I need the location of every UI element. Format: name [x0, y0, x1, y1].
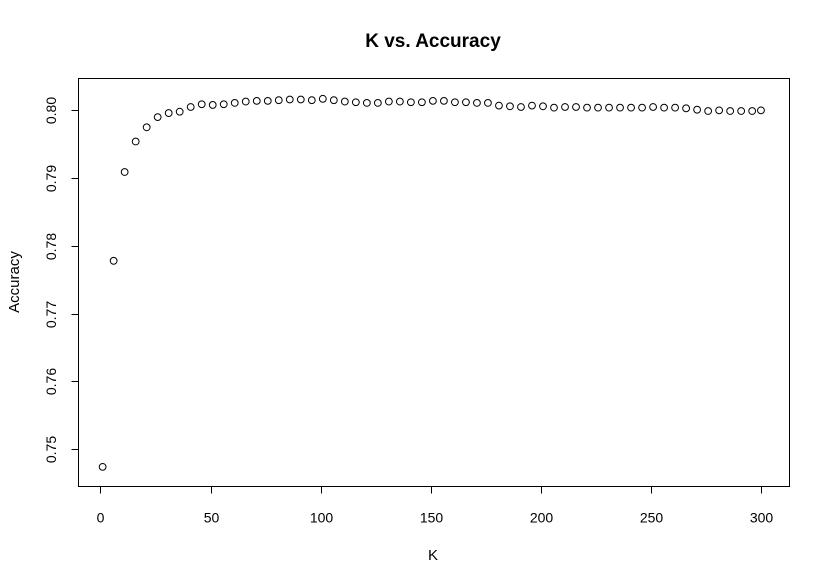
data-point — [362, 99, 371, 107]
y-axis: 0.75 0.76 0.77 0.78 0.79 0.80 — [43, 97, 79, 463]
data-point — [704, 107, 713, 115]
data-point — [748, 107, 757, 115]
data-point — [671, 103, 679, 112]
data-point — [649, 103, 657, 111]
data-point — [153, 113, 162, 122]
data-point — [318, 94, 327, 103]
x-tick-label: 250 — [640, 510, 664, 526]
data-point — [274, 96, 283, 105]
x-axis: 0 50 100 150 200 250 300 — [97, 486, 774, 526]
data-point — [451, 98, 459, 107]
y-tick-label: 0.80 — [43, 97, 59, 124]
data-point — [208, 101, 217, 109]
data-point — [506, 102, 514, 111]
data-point — [462, 98, 470, 107]
data-point — [197, 100, 206, 109]
data-point — [726, 107, 735, 115]
data-point — [473, 99, 481, 107]
y-tick-label: 0.75 — [43, 436, 59, 463]
x-tick-label: 50 — [204, 510, 220, 526]
data-point — [384, 97, 393, 106]
x-tick-label: 200 — [530, 510, 554, 526]
data-point — [715, 106, 724, 115]
data-point — [285, 95, 294, 104]
data-point — [175, 107, 184, 116]
data-point — [120, 168, 129, 176]
data-points — [98, 94, 765, 471]
data-point — [638, 103, 646, 112]
data-point — [484, 99, 492, 107]
x-tick-label: 0 — [97, 510, 105, 526]
data-point — [351, 98, 360, 107]
data-point — [550, 103, 558, 112]
data-point — [417, 98, 426, 107]
data-point — [660, 103, 668, 112]
data-point — [594, 103, 602, 112]
data-point — [252, 96, 261, 105]
data-point — [605, 103, 613, 112]
data-point — [737, 107, 746, 115]
data-point — [572, 103, 580, 111]
data-point — [131, 137, 140, 146]
data-point — [757, 106, 765, 115]
data-point — [329, 96, 338, 105]
data-point — [440, 96, 448, 105]
data-point — [627, 103, 635, 112]
x-tick-label: 300 — [750, 510, 774, 526]
data-point — [517, 103, 525, 111]
data-point — [693, 105, 702, 114]
data-point — [230, 99, 239, 107]
y-tick-label: 0.79 — [43, 165, 59, 192]
data-point — [263, 96, 272, 105]
data-point — [296, 95, 305, 104]
y-axis-label: Accuracy — [6, 251, 23, 313]
data-point — [406, 98, 415, 107]
data-point — [616, 103, 624, 112]
chart-title: K vs. Accuracy — [365, 31, 501, 52]
data-point — [539, 102, 547, 111]
x-tick-label: 100 — [310, 510, 334, 526]
x-axis-label: K — [428, 547, 438, 564]
data-point — [219, 100, 228, 109]
data-point — [109, 256, 118, 265]
data-point — [395, 97, 404, 106]
data-point — [186, 103, 195, 111]
data-point — [528, 101, 536, 110]
y-tick-label: 0.78 — [43, 233, 59, 260]
data-point — [373, 99, 382, 107]
data-point — [241, 97, 250, 106]
data-point — [98, 462, 107, 471]
data-point — [495, 101, 503, 110]
data-point — [340, 97, 349, 106]
data-point — [561, 103, 569, 111]
data-point — [164, 109, 173, 117]
data-point — [142, 123, 151, 132]
y-tick-label: 0.76 — [43, 368, 59, 395]
plot-frame — [78, 78, 790, 487]
data-point — [429, 96, 437, 105]
data-point — [583, 103, 591, 112]
data-point — [682, 104, 690, 113]
y-tick-label: 0.77 — [43, 301, 59, 328]
data-point — [307, 96, 316, 105]
x-tick-label: 150 — [420, 510, 444, 526]
